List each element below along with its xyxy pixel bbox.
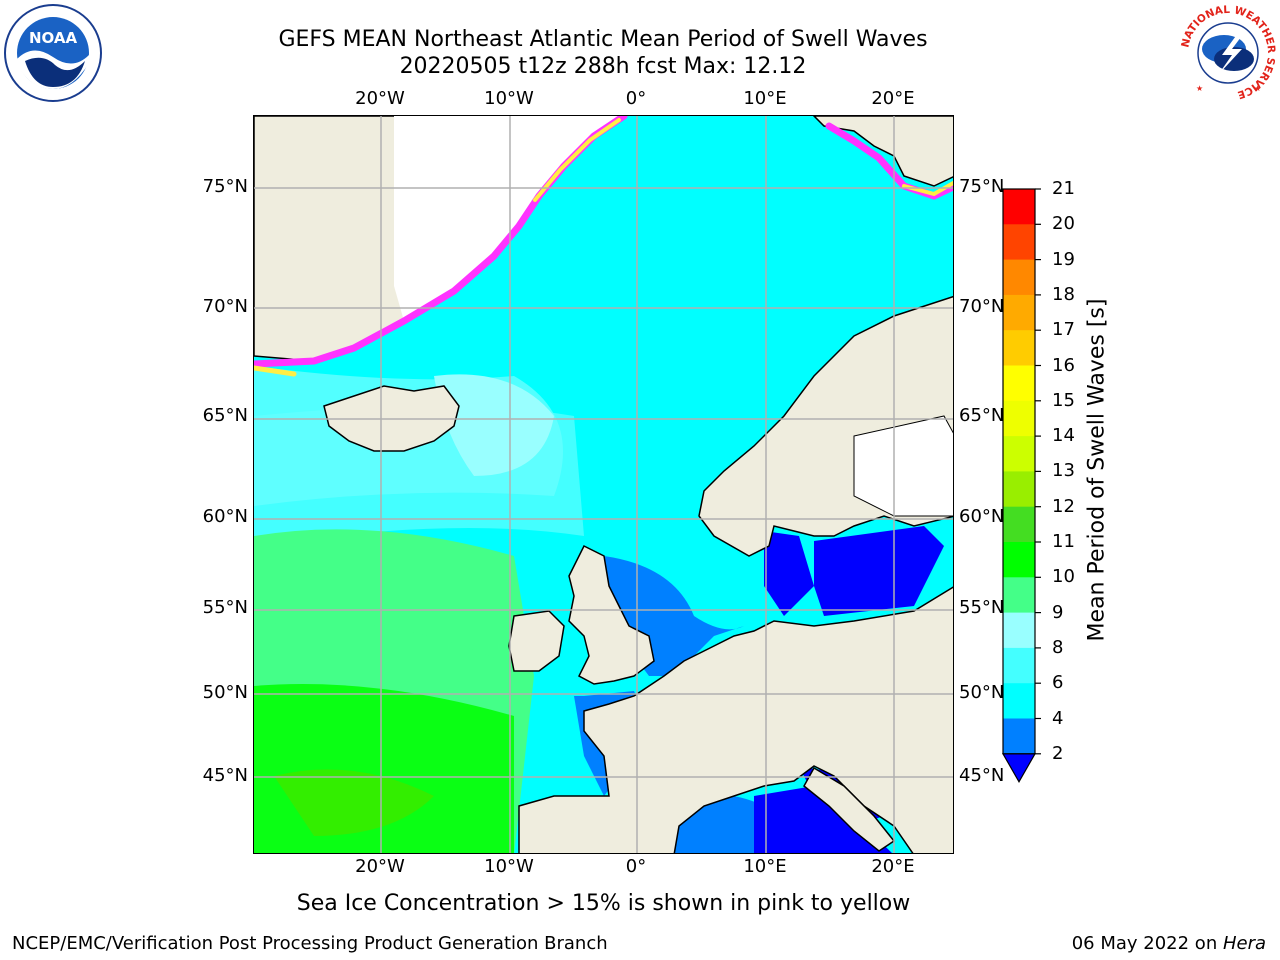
lon-label-top: 10°E (743, 88, 787, 109)
lat-label-left: 55°N (202, 597, 248, 618)
gulf-of-bothnia-nodata (853, 415, 953, 517)
colorbar-label: Mean Period of Swell Waves [s] (1084, 298, 1110, 642)
colorbar-tick-label: 13 (1052, 460, 1075, 482)
colorbar-bin (1003, 330, 1035, 366)
colorbar-tick-label: 8 (1052, 636, 1064, 658)
colorbar-bin (1003, 294, 1035, 331)
nws-logo: NATIONAL WEATHER SERVICE ★ ★ (1179, 4, 1277, 101)
sea-ice-edge-svalbard (825, 122, 953, 200)
colorbar (1001, 188, 1041, 784)
lon-label-top: 10°W (484, 88, 534, 109)
skagerrak-low-swell (764, 531, 814, 616)
noaa-logo: NOAA (4, 4, 102, 102)
lat-label-right: 60°N (959, 506, 1005, 527)
colorbar-bin (1003, 189, 1035, 225)
lat-label-right: 70°N (959, 296, 1005, 317)
map-panel (253, 115, 954, 854)
lat-label-right: 45°N (959, 765, 1005, 786)
footer-credit: NCEP/EMC/Verification Post Processing Pr… (12, 933, 608, 954)
swell-zone-8-9 (434, 374, 554, 476)
colorbar-bin (1003, 471, 1035, 508)
lat-label-left: 50°N (202, 682, 248, 703)
chart-title: GEFS MEAN Northeast Atlantic Mean Period… (278, 27, 928, 52)
colorbar-bin (1003, 506, 1035, 543)
colorbar-bin (1003, 683, 1035, 719)
chart-subtitle: 20220505 t12z 288h fcst Max: 12.12 (399, 54, 807, 79)
ice-nodata-greenland (394, 116, 624, 321)
land-italy (803, 766, 896, 852)
colorbar-bin (1003, 224, 1035, 261)
baltic-low-swell (814, 526, 944, 616)
lat-label-left: 60°N (202, 506, 248, 527)
colorbar-tick-label: 17 (1052, 319, 1075, 341)
lon-label-bottom: 10°E (743, 856, 787, 877)
colorbar-bin (1003, 718, 1035, 755)
colorbar-bin (1003, 365, 1035, 402)
colorbar-bin (1003, 647, 1035, 684)
swell-period-map (254, 116, 953, 853)
footer-date-text: 06 May 2022 on (1071, 933, 1223, 954)
colorbar-tick-label: 19 (1052, 248, 1075, 270)
land-europe (518, 586, 953, 853)
colorbar-extend-min (1001, 753, 1037, 784)
footer-date: 06 May 2022 on Hera (1072, 933, 1266, 954)
colorbar-bin (1003, 612, 1035, 649)
lat-label-right: 75°N (959, 176, 1005, 197)
lon-label-bottom: 10°W (484, 856, 534, 877)
colorbar-bin (1003, 400, 1035, 437)
land-great-britain (568, 544, 655, 685)
colorbar-tick-label: 18 (1052, 283, 1075, 305)
lon-label-top: 20°E (871, 88, 915, 109)
lon-label-bottom: 0° (625, 856, 647, 877)
svg-text:★: ★ (1254, 84, 1261, 93)
footer-host: Hera (1222, 933, 1266, 954)
sea-ice-yellow-south (254, 365, 297, 377)
colorbar-tick-label: 11 (1052, 531, 1075, 552)
lat-label-left: 75°N (202, 176, 248, 197)
colorbar-tick-label: 21 (1052, 178, 1075, 199)
lat-label-right: 50°N (959, 682, 1005, 703)
colorbar-tick-label: 16 (1052, 354, 1075, 376)
swell-zone-11-12 (274, 769, 434, 836)
colorbar-bin (1003, 542, 1035, 578)
tyrrhenian-low-swell (754, 786, 892, 853)
lon-label-top: 0° (625, 88, 647, 109)
colorbar-bin (1003, 259, 1035, 296)
noaa-logo-text: NOAA (29, 29, 78, 47)
colorbar-bin (1003, 436, 1035, 472)
lat-label-right: 55°N (959, 597, 1005, 618)
colorbar-tick-label: 4 (1052, 707, 1064, 729)
lon-label-top: 20°W (355, 88, 405, 109)
sea-ice-yellow-greenland (533, 118, 621, 202)
lon-label-bottom: 20°E (871, 856, 915, 877)
lon-label-bottom: 20°W (355, 856, 405, 877)
colorbar-tick-label: 10 (1052, 566, 1075, 588)
colorbar-tick-label: 20 (1052, 213, 1075, 235)
lat-label-left: 45°N (202, 765, 248, 786)
lat-label-left: 65°N (202, 405, 248, 426)
graticule (254, 116, 953, 853)
colorbar-tick-label: 9 (1052, 601, 1064, 623)
swell-zone-11 (254, 684, 514, 853)
colorbar-tick-label: 2 (1052, 742, 1064, 764)
svg-text:★: ★ (1196, 84, 1203, 93)
colorbar-bin (1003, 577, 1035, 614)
lat-label-left: 70°N (202, 296, 248, 317)
colorbar-tick-label: 12 (1052, 495, 1075, 517)
colorbar-tick-label: 15 (1052, 389, 1075, 411)
lat-label-right: 65°N (959, 405, 1005, 426)
sea-ice-note: Sea Ice Concentration > 15% is shown in … (296, 891, 911, 916)
colorbar-tick-label: 6 (1052, 672, 1064, 694)
colorbar-tick-label: 14 (1052, 425, 1075, 447)
